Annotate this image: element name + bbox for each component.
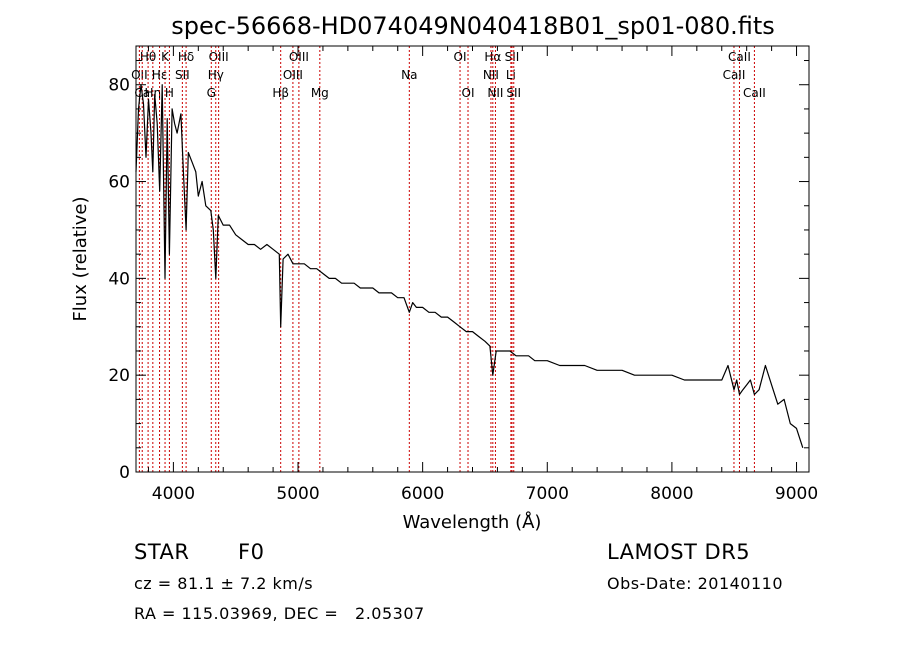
line-marker-label-18: OI [462,86,475,100]
line-marker-label-27: CaII [743,86,766,100]
redshift-cz: cz = 81.1 ± 7.2 km/s [134,574,314,593]
line-marker-label-20: NII [483,68,499,82]
line-marker-label-4: K [161,50,170,64]
line-marker-label-9: OIII [209,50,229,64]
line-marker-label-24: SII [506,86,521,100]
spectrum-series [135,84,804,448]
line-marker-label-14: Hβ [272,86,289,100]
y-tick-label-1: 20 [108,366,130,386]
line-marker-label-12: OIII [289,50,309,64]
y-tick-label-3: 60 [108,173,130,193]
x-axis: 4000 5000 6000 7000 8000 9000 [147,46,818,504]
line-marker-label-8: SII [175,68,190,82]
line-marker-label-3: Hη [145,86,162,100]
y-tick-label-2: 40 [108,269,130,289]
y-tick-label-0: 0 [119,463,130,483]
y-tick-label-4: 80 [108,76,130,96]
line-marker-label-17: OI [454,50,467,64]
x-tick-label-1: 5000 [276,484,319,504]
line-marker-label-26: CaII [723,68,746,82]
observation-date: Obs-Date: 20140110 [607,574,784,593]
chart-title: spec-56668-HD074049N040418B01_sp01-080.f… [171,12,775,40]
line-marker-label-5: Hε [152,68,168,82]
y-axis-label: Flux (relative) [70,196,91,321]
line-marker-label-21: NII [487,86,503,100]
plot-frame [135,45,810,473]
line-marker-label-0: Hθ [140,50,156,64]
x-tick-label-4: 8000 [650,484,693,504]
line-marker-label-10: Hγ [208,68,224,82]
line-marker-label-22: SII [505,50,520,64]
line-marker-label-6: H [165,86,174,100]
line-marker-label-25: CaII [728,50,751,64]
object-class: STAR [134,540,190,564]
x-axis-label: Wavelength (Å) [403,511,542,533]
line-marker-label-7: Hδ [178,50,194,64]
line-marker-label-23: Li [506,68,516,82]
line-marker-label-15: Mg [311,86,329,100]
line-marker-label-1: OII [131,68,148,82]
y-axis: 0 20 40 60 80 [108,60,809,483]
object-subclass: F0 [238,540,265,564]
coordinates: RA = 115.03969, DEC = 2.05307 [134,604,425,623]
line-marker-label-19: Hα [484,50,501,64]
x-tick-label-0: 4000 [152,484,195,504]
line-marker-label-11: G [207,86,216,100]
x-tick-label-5: 9000 [775,484,818,504]
x-tick-label-3: 7000 [526,484,569,504]
line-marker-label-16: Na [401,68,417,82]
line-marker-label-13: OIII [283,68,303,82]
survey-name: LAMOST DR5 [607,540,751,564]
x-tick-label-2: 6000 [401,484,444,504]
spectrum-line-0 [135,84,804,448]
